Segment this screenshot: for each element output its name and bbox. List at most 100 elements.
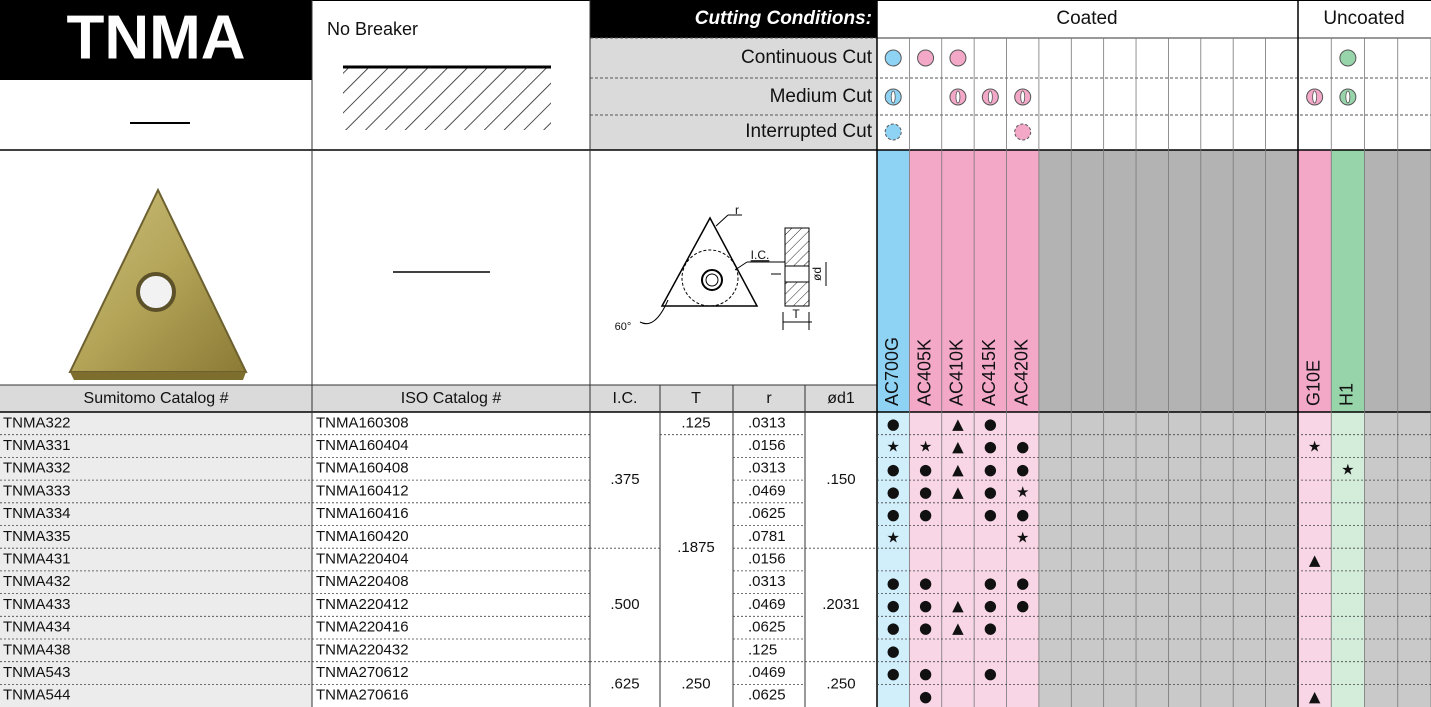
ic-value: .625 — [610, 675, 639, 692]
grade-column — [1006, 412, 1039, 707]
grade-mark: ● — [887, 596, 900, 614]
grade-mark: ● — [887, 665, 900, 683]
title-box — [0, 0, 312, 80]
unused-grade-column — [1136, 412, 1169, 707]
breaker: No Breaker — [327, 19, 418, 39]
unused-grade-column — [1103, 150, 1137, 412]
iso-number: TNMA160412 — [316, 482, 409, 499]
iso-number: TNMA160408 — [316, 460, 409, 477]
condition-icon-notch — [1312, 90, 1318, 104]
group-label: Coated — [1056, 8, 1117, 29]
condition-icon — [884, 123, 902, 141]
condition-label: Continuous Cut — [741, 47, 873, 68]
column-header: ød1 — [827, 390, 855, 407]
grade-mark: ● — [887, 574, 900, 592]
group-label: Uncoated — [1323, 8, 1404, 29]
unused-grade-column — [1168, 412, 1201, 707]
sumitomo-number: TNMA322 — [3, 414, 71, 431]
grade-mark: ● — [919, 596, 932, 614]
unused-grade-column — [1364, 150, 1398, 412]
grade-column — [877, 150, 910, 412]
r-value: .125 — [748, 641, 777, 658]
grade-column — [1331, 412, 1365, 707]
grade-column — [974, 412, 1007, 707]
grade-column — [877, 412, 910, 707]
grade-name: AC420K — [1011, 339, 1031, 406]
column-header: Sumitomo Catalog # — [84, 390, 229, 407]
sumitomo-number: TNMA333 — [3, 482, 71, 499]
condition-icon — [949, 49, 967, 67]
sumitomo-number: TNMA332 — [3, 460, 71, 477]
condition-icon-notch — [987, 90, 993, 104]
grade-mark: ● — [984, 506, 997, 524]
grade-mark: ● — [919, 460, 932, 478]
grade-mark: ● — [919, 665, 932, 683]
condition-icon — [1339, 49, 1357, 67]
diagram-label: T — [792, 307, 800, 321]
d1-value: .150 — [826, 471, 855, 488]
unused-grade-column — [1233, 412, 1266, 707]
condition-label: Medium Cut — [770, 86, 873, 107]
r-value: .0469 — [748, 664, 786, 681]
r-value: .0313 — [748, 460, 786, 477]
grade-mark: ● — [1016, 574, 1029, 592]
sumitomo-number: TNMA331 — [3, 437, 71, 454]
conditions-heading: Cutting Conditions: — [695, 8, 872, 29]
diagram-label: I.C. — [751, 248, 770, 262]
sumitomo-number: TNMA434 — [3, 619, 71, 636]
diagram-label: r — [735, 203, 739, 217]
grade-mark: ● — [984, 574, 997, 592]
r-value: .0469 — [748, 482, 786, 499]
unused-grade-column — [1233, 150, 1266, 412]
condition-icon-notch — [1345, 90, 1351, 104]
r-value: .0313 — [748, 414, 786, 431]
grade-mark: ● — [919, 687, 932, 705]
grade-name: AC700G — [882, 337, 902, 406]
iso-number: TNMA220416 — [316, 619, 409, 636]
grade-name: AC415K — [979, 339, 999, 406]
sumitomo-number: TNMA431 — [3, 551, 71, 568]
grade-mark: ★ — [1341, 460, 1354, 478]
grade-mark: ★ — [1016, 483, 1029, 501]
sumitomo-number: TNMA544 — [3, 687, 71, 704]
iso-number: TNMA270616 — [316, 687, 409, 704]
grade-mark: ● — [984, 665, 997, 683]
condition-icon-notch — [890, 90, 896, 104]
grade-mark: ● — [887, 506, 900, 524]
iso-number: TNMA160404 — [316, 437, 409, 454]
iso-number: TNMA220432 — [316, 641, 409, 658]
diagram-angle — [639, 299, 669, 325]
condition-icon-notch — [1020, 90, 1026, 104]
diagram-dim — [715, 214, 729, 227]
grade-mark: ▲ — [952, 460, 964, 478]
unused-grade-column — [1397, 412, 1431, 707]
r-value: .0469 — [748, 596, 786, 613]
diagram-side-hole — [784, 265, 810, 283]
grade-mark: ▲ — [952, 619, 964, 637]
iso-number: TNMA220412 — [316, 596, 409, 613]
diagram-ic — [681, 249, 739, 307]
grade-mark: ▲ — [952, 596, 964, 614]
grade-mark: ● — [919, 483, 932, 501]
grade-mark: ▲ — [952, 415, 964, 433]
unused-grade-column — [1071, 150, 1104, 412]
sumitomo-number: TNMA432 — [3, 573, 71, 590]
grade-mark: ● — [919, 574, 932, 592]
t-value: .125 — [681, 414, 710, 431]
diagram-label: ød — [810, 267, 824, 281]
grade-mark: ● — [919, 506, 932, 524]
grade-mark: ▲ — [1309, 551, 1321, 569]
column-header: I.C. — [613, 390, 638, 407]
grade-mark: ● — [887, 619, 900, 637]
grade-mark: ● — [984, 483, 997, 501]
sumitomo-number: TNMA543 — [3, 664, 71, 681]
sumitomo-number: TNMA433 — [3, 596, 71, 613]
condition-icon — [917, 49, 935, 67]
conditions-heading-bg — [590, 0, 877, 38]
grade-mark: ● — [887, 415, 900, 433]
grade-mark: ● — [984, 596, 997, 614]
iso-number: TNMA160308 — [316, 414, 409, 431]
insert-hole — [136, 272, 176, 312]
unused-grade-column — [1038, 150, 1072, 412]
